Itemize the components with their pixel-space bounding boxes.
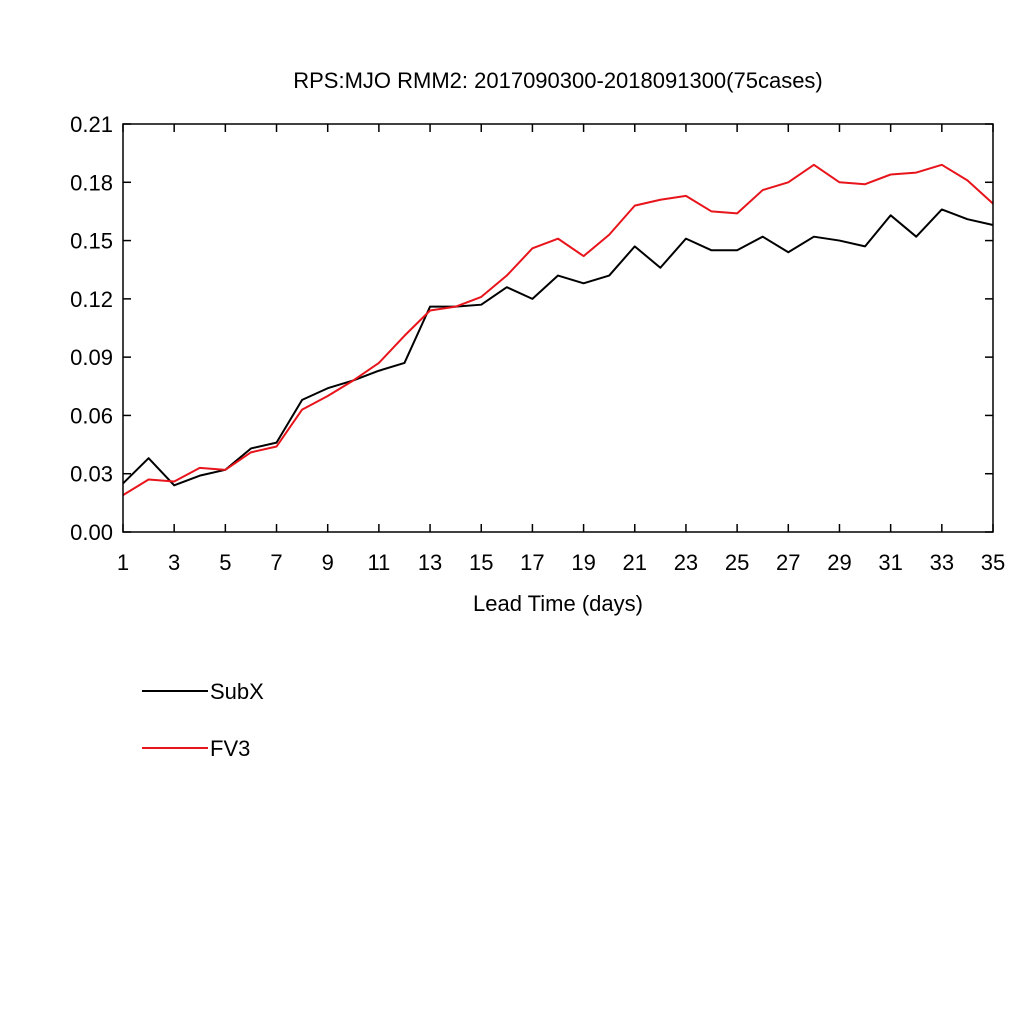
x-tick-label: 23 [674,550,698,575]
y-tick-label: 0.15 [70,229,113,254]
series-lines [122,163,994,496]
y-tick-label: 0.06 [70,403,113,428]
legend-label-subx: SubX [210,679,264,704]
x-tick-label: 27 [776,550,800,575]
x-tick-label: 35 [981,550,1005,575]
legend: SubX FV3 [142,679,264,761]
x-tick-label: 29 [827,550,851,575]
x-tick-label: 13 [418,550,442,575]
y-axis: 0.00 0.03 0.06 0.09 0.12 0.15 0.18 0.21 [70,112,993,545]
y-tick-label: 0.09 [70,345,113,370]
x-tick-label: 31 [878,550,902,575]
series-line-fv3 [122,163,994,496]
x-tick-label: 7 [270,550,282,575]
x-tick-label: 25 [725,550,749,575]
x-tick-label: 17 [520,550,544,575]
y-tick-label: 0.00 [70,520,113,545]
y-tick-label: 0.18 [70,170,113,195]
legend-label-fv3: FV3 [210,736,250,761]
x-tick-label: 15 [469,550,493,575]
plot-frame [122,123,994,533]
x-tick-label: 21 [623,550,647,575]
x-tick-label: 19 [571,550,595,575]
x-tick-label: 3 [168,550,180,575]
x-tick-label: 1 [117,550,129,575]
y-tick-label: 0.03 [70,462,113,487]
series-line-subx [122,208,994,487]
x-axis-label: Lead Time (days) [473,591,643,616]
chart-title: RPS:MJO RMM2: 2017090300-2018091300(75ca… [293,68,823,93]
x-tick-label: 11 [367,550,390,575]
y-tick-label: 0.12 [70,287,113,312]
x-tick-label: 5 [219,550,231,575]
x-tick-label: 9 [322,550,334,575]
x-tick-label: 33 [930,550,954,575]
x-axis: 1 3 5 7 9 11 13 15 17 19 21 23 25 27 29 31 33 35 [117,124,1005,575]
y-tick-label: 0.21 [70,112,113,137]
